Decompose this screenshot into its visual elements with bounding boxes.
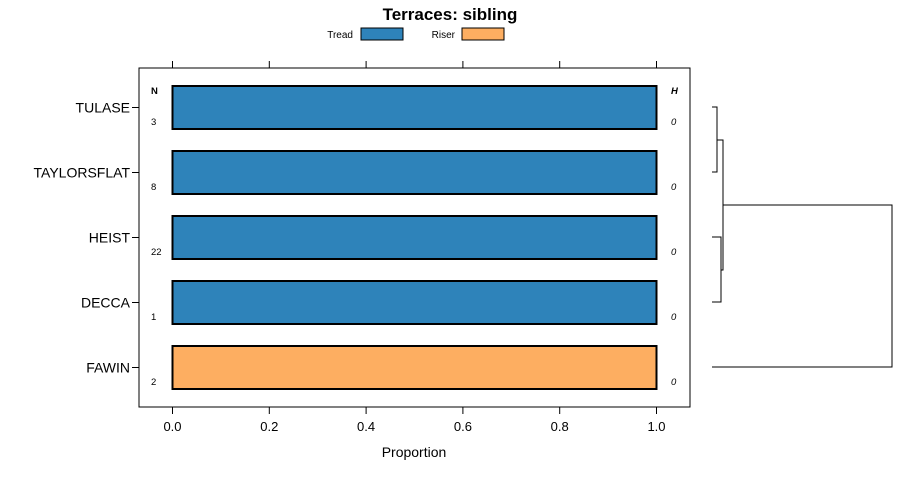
x-tick-label: 0.0 bbox=[163, 419, 181, 434]
n-value: 22 bbox=[151, 247, 162, 258]
dendrogram bbox=[712, 106, 893, 368]
chart-marks: 0.0 0.2 0.4 0.6 0.8 1.0 TULASE 3 0 TAYLORSFLAT 8 0 H… bbox=[34, 61, 677, 434]
n-value: 3 bbox=[151, 117, 156, 128]
x-tick-label: 0.4 bbox=[357, 419, 375, 434]
dendrogram-branch-heist-decca bbox=[712, 236, 722, 303]
h-header: H bbox=[671, 86, 679, 97]
category-label: DECCA bbox=[81, 295, 131, 311]
legend-label-riser: Riser bbox=[432, 30, 456, 41]
x-tick-label: 0.2 bbox=[260, 419, 278, 434]
dendrogram-branch-root bbox=[712, 204, 893, 368]
h-value: 0 bbox=[671, 247, 677, 258]
category-label: FAWIN bbox=[86, 360, 130, 376]
n-header: N bbox=[151, 86, 158, 97]
chart-title: Terraces: sibling bbox=[383, 5, 518, 24]
legend-label-tread: Tread bbox=[327, 30, 353, 41]
category-label: TAYLORSFLAT bbox=[34, 165, 131, 181]
dendrogram-branch-tulase-taylorsflat bbox=[712, 106, 718, 173]
h-value: 0 bbox=[671, 312, 677, 323]
h-value: 0 bbox=[671, 377, 677, 388]
bar-tread-heist bbox=[171, 215, 658, 260]
category-label: TULASE bbox=[76, 100, 130, 116]
x-tick-label: 1.0 bbox=[647, 419, 665, 434]
bar-tread-decca bbox=[171, 280, 658, 325]
bar-tread-tulase bbox=[171, 85, 658, 130]
n-value: 8 bbox=[151, 182, 156, 193]
bar-tread-taylorsflat bbox=[171, 150, 658, 195]
n-value: 1 bbox=[151, 312, 156, 323]
x-axis-label: Proportion bbox=[382, 444, 447, 460]
h-value: 0 bbox=[671, 182, 677, 193]
category-label: HEIST bbox=[89, 230, 131, 246]
legend-swatch-riser bbox=[461, 27, 505, 41]
legend-swatch-tread bbox=[360, 27, 404, 41]
x-tick-label: 0.6 bbox=[454, 419, 472, 434]
h-value: 0 bbox=[671, 117, 677, 128]
x-tick-label: 0.8 bbox=[551, 419, 569, 434]
n-value: 2 bbox=[151, 377, 156, 388]
dendrogram-branch-group-join bbox=[717, 139, 724, 271]
legend: Tread Riser bbox=[327, 27, 505, 41]
bar-riser-fawin bbox=[171, 345, 658, 390]
